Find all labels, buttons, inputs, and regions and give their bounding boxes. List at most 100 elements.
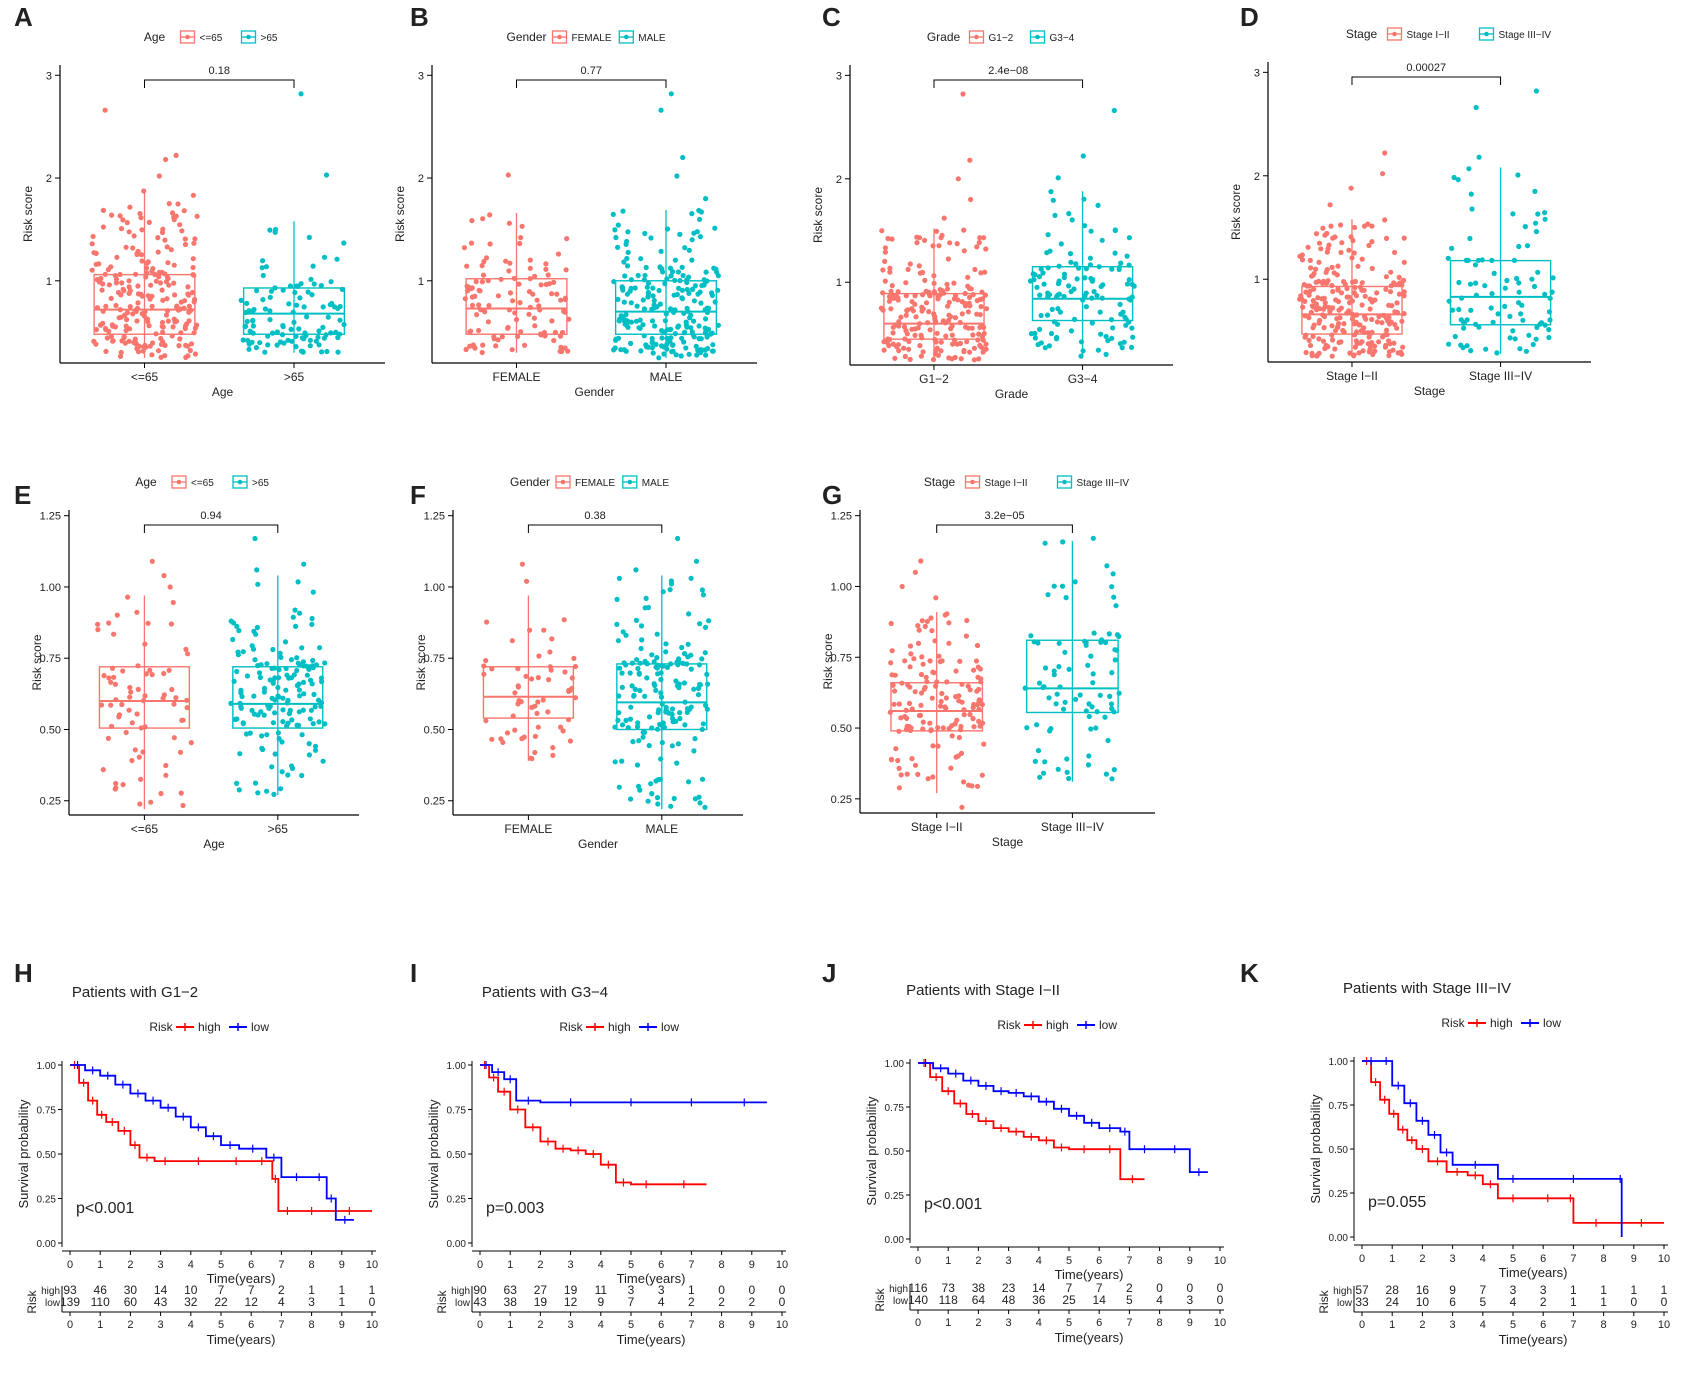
data-point [1108, 317, 1115, 323]
data-point [1112, 250, 1118, 256]
data-point [509, 298, 516, 304]
risk-table-low-count: 118 [939, 1293, 958, 1307]
km-y-tick-label: 0.00 [447, 1239, 467, 1250]
data-point [658, 690, 664, 696]
km-title: Patients with Stage I−II [906, 982, 1060, 999]
km-title: Patients with G1−2 [72, 984, 198, 1001]
data-point [243, 731, 250, 737]
data-point [691, 748, 697, 754]
data-point [979, 289, 985, 295]
data-point [320, 304, 326, 310]
data-point [116, 714, 122, 720]
data-point [1089, 704, 1095, 710]
data-point [1504, 277, 1510, 284]
data-point [158, 335, 164, 342]
risk-table-x-axis-label: Time(years) [207, 1332, 276, 1347]
data-point [642, 693, 648, 699]
data-point [896, 348, 902, 354]
legend-title: Stage [1346, 27, 1378, 41]
risk-table-x-tick-label: 4 [598, 1319, 604, 1331]
risk-table-high-label: high [451, 1286, 470, 1297]
data-point [185, 651, 191, 657]
data-point [517, 300, 523, 306]
data-point [1310, 298, 1316, 304]
km-curve-low [918, 1062, 1208, 1173]
data-point [480, 216, 486, 222]
panel-label: G [822, 480, 842, 510]
data-point [628, 277, 635, 283]
data-point [615, 717, 621, 724]
risk-table-x-tick-label: 1 [1389, 1319, 1395, 1331]
data-point [117, 353, 124, 359]
data-point [109, 212, 115, 218]
outlier-point [899, 583, 905, 590]
data-point [1349, 298, 1355, 304]
data-point [335, 334, 341, 341]
data-point [515, 701, 521, 707]
data-point [642, 658, 648, 665]
data-point [255, 790, 261, 796]
data-point [190, 289, 196, 296]
data-point [1042, 540, 1048, 546]
data-point [896, 765, 902, 772]
data-point [321, 254, 328, 260]
data-point [1351, 250, 1357, 256]
data-point [1057, 309, 1063, 315]
risk-table-low-count: 3 [308, 1295, 315, 1309]
outlier-point [298, 91, 304, 97]
data-point [1359, 302, 1365, 308]
data-point [550, 752, 556, 759]
data-point [566, 316, 572, 322]
data-point [650, 285, 656, 291]
km-y-tick-label: 0.00 [1329, 1233, 1349, 1244]
data-point [483, 658, 489, 664]
data-point [641, 333, 647, 339]
risk-table-high-label: high [889, 1284, 908, 1295]
data-point [1053, 701, 1059, 707]
y-tick-label: 2 [418, 173, 424, 185]
y-axis-label: Risk score [821, 633, 835, 689]
data-point [335, 349, 341, 355]
data-point [536, 303, 542, 309]
data-point [534, 297, 540, 303]
risk-table-low-count: 60 [124, 1295, 138, 1309]
data-point [272, 751, 278, 757]
data-point [974, 688, 980, 694]
risk-table-low-count: 38 [504, 1295, 518, 1309]
risk-table-high-count: 63 [504, 1283, 518, 1297]
risk-table-x-tick-label: 8 [1601, 1319, 1607, 1331]
data-point [134, 711, 140, 717]
data-point [1099, 237, 1105, 243]
data-point [649, 340, 655, 346]
data-point [898, 715, 904, 721]
data-point [907, 643, 914, 649]
risk-table-x-tick-label: 9 [749, 1319, 755, 1331]
data-point [561, 617, 567, 623]
data-point [1097, 309, 1103, 315]
data-point [630, 739, 636, 745]
data-point [715, 287, 721, 293]
data-point [689, 237, 695, 243]
data-point [504, 730, 511, 736]
data-point [888, 620, 894, 627]
data-point [920, 292, 926, 298]
data-point [1463, 257, 1469, 263]
outlier-point [173, 152, 179, 158]
risk-table-low-count: 36 [1032, 1293, 1046, 1307]
data-point [909, 756, 915, 762]
data-point [902, 658, 908, 664]
data-point [95, 621, 101, 627]
data-point [961, 227, 967, 233]
data-point [236, 787, 242, 793]
risk-table-low-count: 1 [338, 1295, 345, 1309]
data-point [912, 689, 918, 695]
data-point [1046, 695, 1052, 701]
data-point [246, 346, 252, 352]
data-point [240, 720, 246, 726]
data-point [888, 288, 894, 294]
data-point [1322, 300, 1328, 306]
risk-table-title: Risk [1317, 1289, 1331, 1313]
data-point [263, 264, 269, 270]
data-point [143, 671, 149, 677]
